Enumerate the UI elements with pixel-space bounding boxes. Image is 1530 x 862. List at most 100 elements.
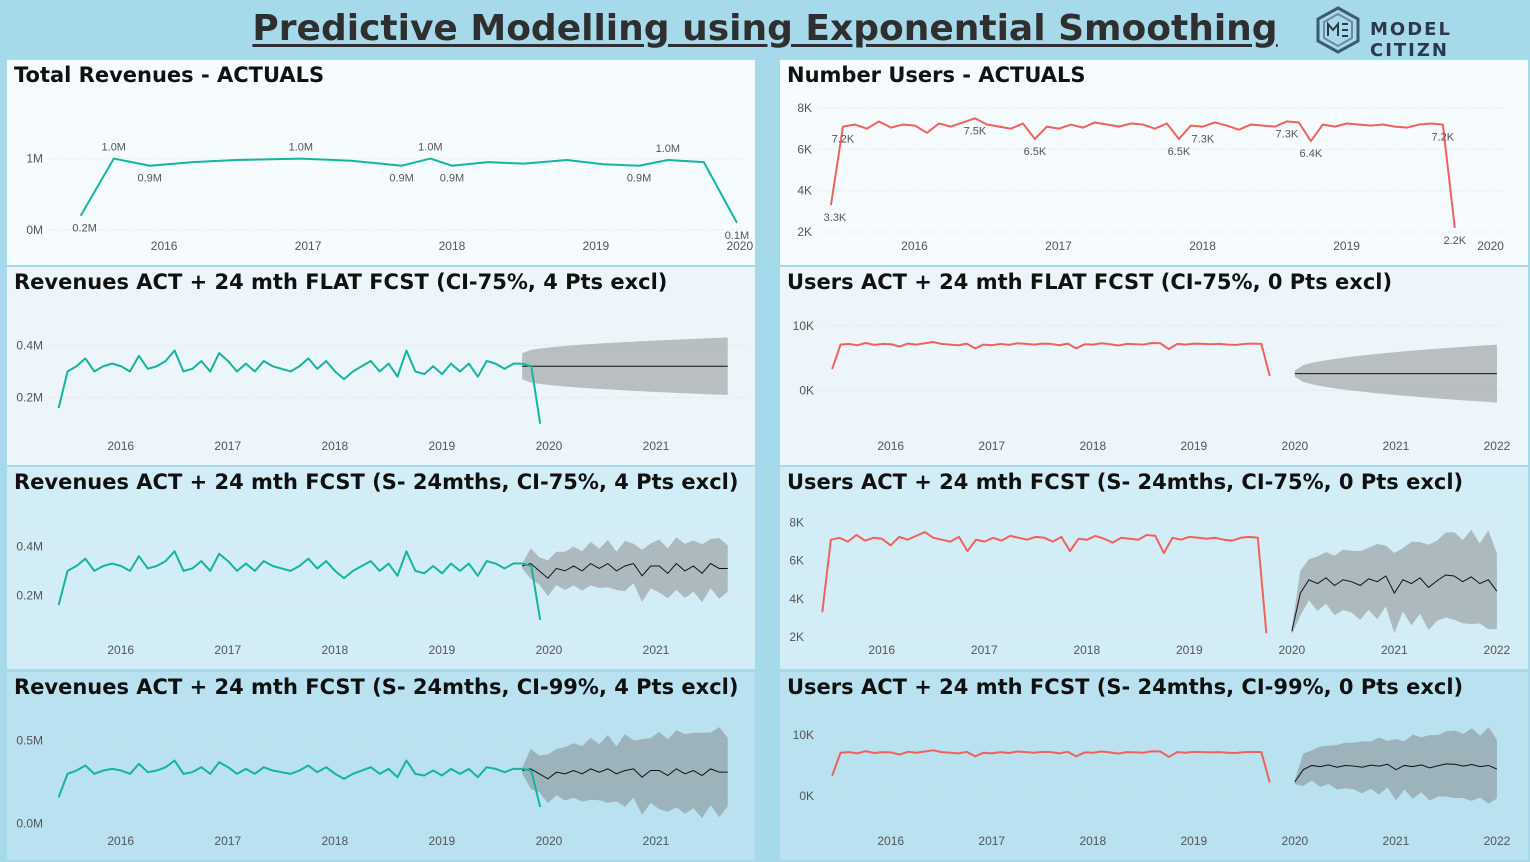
y-tick-label: 6K	[789, 554, 804, 568]
actual-series-line	[57, 759, 542, 808]
chart-svg: 0.2M 0.4M 2016 2017 2018 2019 2020 2021	[16, 537, 747, 657]
y-tick-label: 0.4M	[16, 338, 43, 352]
x-tick-label: 2020	[1282, 834, 1309, 848]
x-tick-label: 2017	[978, 439, 1005, 453]
y-tick-label: 6K	[797, 142, 812, 156]
x-tick-label: 2017	[1045, 239, 1072, 253]
x-tick-label: 2021	[1383, 439, 1410, 453]
y-tick-label: 0.0M	[16, 817, 43, 831]
x-tick-label: 2019	[429, 834, 456, 848]
actual-series-line	[821, 531, 1268, 634]
chart-svg: 0.0M 0.5M 2016 2017 2018 2019 2020 2021	[16, 727, 747, 848]
x-tick-label: 2019	[1180, 439, 1207, 453]
data-label: 0.9M	[440, 173, 464, 185]
data-label: 7.3K	[1276, 128, 1299, 140]
x-tick-label: 2020	[536, 439, 563, 453]
y-tick-label: 2K	[797, 225, 812, 239]
chart-svg: 0K 10K 2016 2017 2018 2019 2020 2021 2022	[793, 319, 1511, 453]
chart-title: Number Users - ACTUALS	[787, 63, 1086, 87]
data-label: 3.3K	[824, 212, 847, 224]
y-tick-label: 0M	[26, 223, 43, 237]
brand-logo[interactable]: MODEL CITIZN	[1314, 6, 1524, 61]
data-label: 0.9M	[389, 173, 413, 185]
y-tick-label: 0K	[799, 383, 814, 397]
x-tick-label: 2019	[1176, 643, 1203, 657]
chart-title: Revenues ACT + 24 mth FCST (S- 24mths, C…	[14, 470, 739, 494]
actual-series-line	[79, 157, 738, 224]
x-tick-label: 2019	[583, 239, 610, 253]
data-label: 7.2K	[1432, 132, 1455, 144]
page-title: Predictive Modelling using Exponential S…	[252, 8, 1278, 49]
panel-revenues-seasonal-ci99: 0.0M 0.5M 2016 2017 2018 2019 2020 2021 Revenue…	[7, 672, 755, 860]
y-tick-label: 4K	[797, 184, 812, 198]
panel-total-revenues-actuals: 0M 1M 2016 2017 2018 2019 2020 0.2M 1.0M 0.9M 1.0M…	[7, 60, 755, 265]
data-label: 6.5K	[1024, 146, 1047, 158]
forecast-line	[1291, 574, 1498, 632]
panel-users-flat-forecast: 0K 10K 2016 2017 2018 2019 2020 2021 2022 Users …	[780, 267, 1528, 465]
chart-svg: 0M 1M 2016 2017 2018 2019 2020 0.2M 1.0M 0.9M 1.0M…	[26, 142, 753, 253]
x-tick-label: 2021	[643, 643, 670, 657]
x-tick-label: 2016	[107, 834, 134, 848]
data-label: 0.1M	[725, 230, 749, 242]
x-tick-label: 2020	[726, 239, 753, 253]
data-label: 6.4K	[1300, 148, 1323, 160]
logo-text: MODEL CITIZN	[1370, 19, 1452, 61]
y-tick-label: 0.2M	[16, 391, 43, 405]
x-tick-label: 2016	[877, 834, 904, 848]
confidence-band	[1294, 727, 1497, 804]
x-tick-label: 2017	[214, 439, 241, 453]
x-tick-label: 2020	[536, 643, 563, 657]
chart-svg: 2K 4K 6K 8K 2016 2017 2018 2019 2020 3.3K 7.2K 7.5K…	[797, 101, 1505, 253]
x-tick-label: 2017	[295, 239, 322, 253]
data-label: 7.2K	[832, 134, 855, 146]
x-tick-label: 2016	[901, 239, 928, 253]
data-label: 0.2M	[72, 223, 96, 235]
data-label: 2.2K	[1444, 235, 1467, 247]
chart-svg: 2K 4K 6K 8K 2016 2017 2018 2019 2020 2021 2022	[789, 516, 1510, 657]
panel-revenues-seasonal-ci75: 0.2M 0.4M 2016 2017 2018 2019 2020 2021 Revenue…	[7, 467, 755, 669]
forecast-line	[522, 768, 728, 780]
x-tick-label: 2018	[439, 239, 466, 253]
data-label: 1.0M	[289, 142, 313, 154]
confidence-band	[522, 537, 728, 603]
chart-title: Users ACT + 24 mth FLAT FCST (CI-75%, 0 …	[787, 270, 1393, 294]
x-tick-label: 2016	[107, 439, 134, 453]
data-label: 7.3K	[1192, 134, 1215, 146]
x-tick-label: 2018	[321, 439, 348, 453]
chart-title: Revenues ACT + 24 mth FCST (S- 24mths, C…	[14, 675, 739, 699]
actual-series-line	[57, 349, 542, 424]
chart-title: Users ACT + 24 mth FCST (S- 24mths, CI-7…	[787, 470, 1464, 494]
x-tick-label: 2016	[868, 643, 895, 657]
x-tick-label: 2020	[1278, 643, 1305, 657]
y-tick-label: 0.5M	[16, 734, 43, 748]
forecast-line	[522, 562, 728, 579]
x-tick-label: 2018	[1073, 643, 1100, 657]
chart-title: Total Revenues - ACTUALS	[14, 63, 325, 87]
actual-series-line	[57, 550, 542, 620]
x-tick-label: 2019	[429, 439, 456, 453]
y-tick-label: 1M	[26, 152, 43, 166]
panel-users-seasonal-ci75: 2K 4K 6K 8K 2016 2017 2018 2019 2020 2021 2022 Use…	[780, 467, 1528, 669]
x-tick-label: 2016	[877, 439, 904, 453]
model-citizn-logo-icon	[1316, 6, 1360, 54]
y-tick-label: 2K	[789, 630, 804, 644]
x-tick-label: 2017	[978, 834, 1005, 848]
y-tick-label: 4K	[789, 592, 804, 606]
y-tick-label: 10K	[793, 728, 814, 742]
x-tick-label: 2018	[1079, 439, 1106, 453]
x-tick-label: 2016	[107, 643, 134, 657]
panel-revenues-flat-forecast: 0.2M 0.4M 2016 2017 2018 2019 2020 2021 Revenue…	[7, 267, 755, 465]
data-label: 0.9M	[627, 173, 651, 185]
confidence-band	[522, 727, 728, 819]
x-tick-label: 2018	[321, 834, 348, 848]
chart-svg: 0.2M 0.4M 2016 2017 2018 2019 2020 2021	[16, 337, 747, 453]
x-tick-label: 2018	[1079, 834, 1106, 848]
x-tick-label: 2020	[536, 834, 563, 848]
x-tick-label: 2017	[971, 643, 998, 657]
chart-title: Revenues ACT + 24 mth FLAT FCST (CI-75%,…	[14, 270, 668, 294]
x-tick-label: 2021	[643, 439, 670, 453]
actual-series-line	[831, 341, 1271, 377]
y-tick-label: 0K	[799, 789, 814, 803]
x-tick-label: 2018	[321, 643, 348, 657]
data-label: 6.5K	[1168, 146, 1191, 158]
